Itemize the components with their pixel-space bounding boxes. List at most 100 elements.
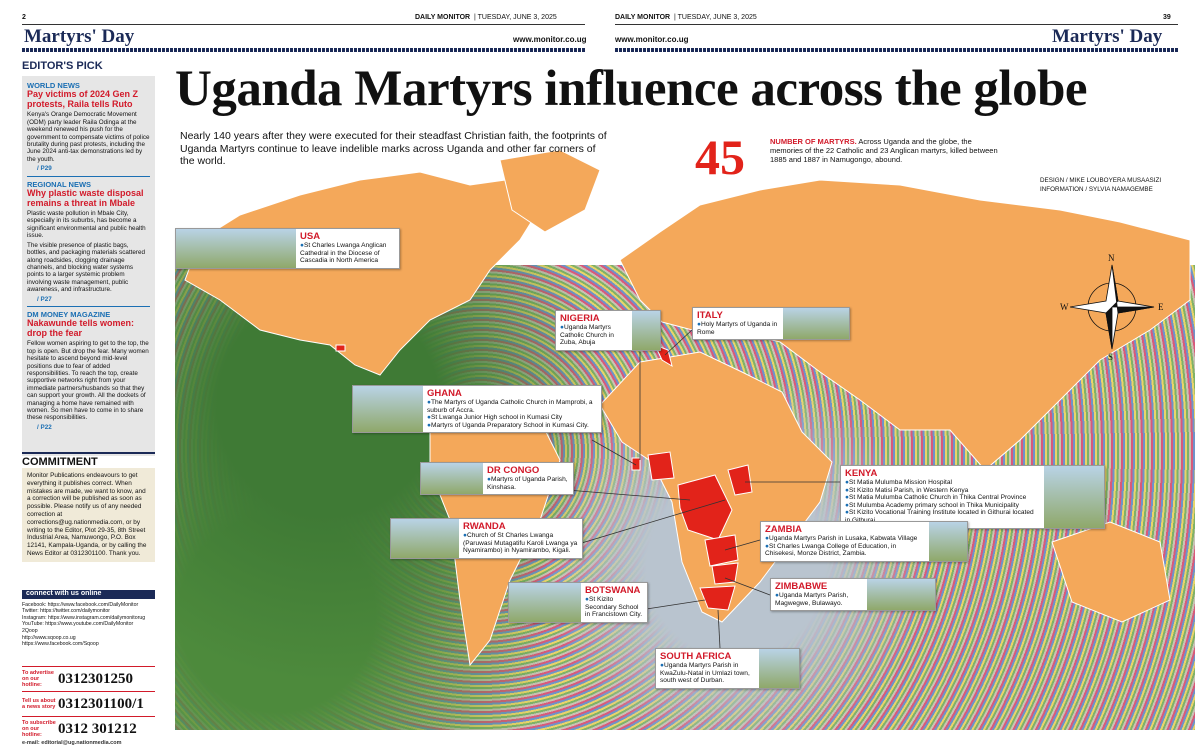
country: ZAMBIA <box>765 524 802 535</box>
compass-label: W <box>1060 302 1069 312</box>
callout-text: DR CONGOMartyrs of Uganda Parish, Kinsha… <box>483 463 573 494</box>
callout-text: ZAMBIAUganda Martyrs Parish in Lusaka, K… <box>761 522 929 561</box>
callout-photo <box>1044 466 1104 528</box>
divider <box>27 175 150 177</box>
editors-pick: WORLD NEWS Pay victims of 2024 Gen Z prot… <box>22 76 155 456</box>
callout-text: GHANAThe Martyrs of Uganda Catholic Chur… <box>423 386 601 432</box>
connect-line: Twitter: https://twitter.com/dailymonito… <box>22 608 110 615</box>
callout-photo <box>421 463 483 495</box>
callout-item: St Matia Mulumba Catholic Church in Thik… <box>845 494 1040 502</box>
callout-item: Holy Martyrs of Uganda in Rome <box>697 321 779 336</box>
pick-body: Kenya's Orange Democratic Movement (ODM)… <box>27 111 150 163</box>
leader-line <box>639 599 706 611</box>
pick-headline: Nakawunde tells women: drop the fear <box>27 318 135 338</box>
section: Martyrs' Day <box>1052 26 1163 47</box>
page-number: 39 <box>1163 14 1171 21</box>
url: www.monitor.co.ug <box>513 35 587 44</box>
callout-item: The Martyrs of Uganda Catholic Church in… <box>427 399 597 414</box>
callout-photo <box>783 308 849 340</box>
country: GHANA <box>427 388 462 399</box>
hotline-number: 0312 301212 <box>58 720 137 737</box>
callout-photo <box>632 311 660 350</box>
connect-line: Instagram: https://www.instagram.com/dai… <box>22 614 146 621</box>
callout-item: Uganda Martyrs Catholic Church in Zuba, … <box>560 324 628 347</box>
highlight <box>631 457 641 471</box>
highlight <box>704 534 739 567</box>
country: ITALY <box>697 310 723 321</box>
callout-item: St Charles Lwanga College of Education, … <box>765 543 925 558</box>
callout-item: Church of St Charles Lwanga (Paruwasi Mu… <box>463 532 578 555</box>
callout-text: RWANDAChurch of St Charles Lwanga (Paruw… <box>459 519 582 558</box>
kicker: REGIONAL NEWS <box>27 179 92 189</box>
hotline-label: To subscribe on our hotline: <box>22 720 56 738</box>
callout-text: ITALYHoly Martyrs of Uganda in Rome <box>693 308 783 339</box>
credit: INFORMATION / SYLVIA NAMAGEMBE <box>1040 186 1153 193</box>
callout-item: Martyrs of Uganda Parish, Kinshasa. <box>487 476 569 491</box>
date: | TUESDAY, JUNE 3, 2025 <box>674 14 757 21</box>
leader-line <box>724 577 771 596</box>
callout-text: USASt Charles Lwanga Anglican Cathedral … <box>296 229 399 268</box>
hotline: To advertise on our hotline: 0312301250 <box>22 666 155 691</box>
country: KENYA <box>845 468 878 479</box>
callout-text: ZIMBABWEUganda Martyrs Parish, Magwegwe,… <box>771 579 867 610</box>
callout: BOTSWANASt Kizito Secondary School in Fr… <box>508 582 648 623</box>
callout-item: St Lwanga Junior High school in Kumasi C… <box>427 414 597 422</box>
country: SOUTH AFRICA <box>660 651 732 662</box>
callout-photo <box>929 522 967 561</box>
connect: connect with us online Facebook: https:/… <box>22 590 155 648</box>
callout-photo <box>353 386 423 433</box>
commitment-body: Monitor Publications endeavours to get e… <box>22 468 155 562</box>
leader-line <box>591 439 637 466</box>
stat-number: 45 <box>695 129 745 185</box>
country: USA <box>300 231 321 242</box>
country: ZIMBABWE <box>775 581 828 592</box>
paper-name: DAILY MONITOR <box>415 14 471 21</box>
callout: ZIMBABWEUganda Martyrs Parish, Magwegwe,… <box>770 578 936 612</box>
stat-text: Across Uganda and the globe, the memorie… <box>770 137 998 164</box>
callout-photo <box>176 229 296 268</box>
pick-body: Fellow women aspiring to get to the top,… <box>27 340 149 422</box>
highlight <box>699 585 736 611</box>
callout-item: St Kizito Secondary School in Francistow… <box>585 596 643 619</box>
north-america <box>184 171 546 376</box>
pick-headline: Pay victims of 2024 Gen Z protests, Rail… <box>27 89 139 109</box>
greenland <box>499 149 601 233</box>
callout-text: NIGERIAUganda Martyrs Catholic Church in… <box>556 311 632 350</box>
email: e-mail: editorial@ug.nationmedia.com <box>22 740 122 746</box>
rule <box>615 24 1178 25</box>
leader-line <box>664 329 693 356</box>
callout-item: St Kizito Matisi Parish, in Western Keny… <box>845 487 1040 495</box>
page-ref: / P22 <box>37 423 52 431</box>
paper-name: DAILY MONITOR <box>615 14 671 21</box>
callout-item: St Kizito Vocational Training Institute … <box>845 509 1040 524</box>
highlight <box>711 562 739 585</box>
connect-line: 2Qoop <box>22 627 38 634</box>
callout-item: Uganda Martyrs Parish, Magwegwe, Bulaway… <box>775 592 863 607</box>
section: Martyrs' Day <box>24 26 135 47</box>
page-number: 2 <box>22 14 26 21</box>
sidebar-heading: EDITOR'S PICK <box>22 60 103 72</box>
callout: USASt Charles Lwanga Anglican Cathedral … <box>175 228 400 269</box>
callout: SOUTH AFRICAUganda Martyrs Parish in Kwa… <box>655 648 800 689</box>
callout-text: BOTSWANASt Kizito Secondary School in Fr… <box>581 583 647 622</box>
callout-text: SOUTH AFRICAUganda Martyrs Parish in Kwa… <box>656 649 759 688</box>
callout: ITALYHoly Martyrs of Uganda in Rome <box>692 307 850 341</box>
rule <box>22 24 585 25</box>
country: DR CONGO <box>487 465 540 476</box>
stat-label: NUMBER OF MARTYRS. <box>770 137 857 146</box>
kicker: DM MONEY MAGAZINE <box>27 309 111 319</box>
callout-item: St Charles Lwanga Anglican Cathedral in … <box>300 242 395 265</box>
hotline-number: 0312301250 <box>58 670 133 687</box>
country: NIGERIA <box>560 313 600 324</box>
country: BOTSWANA <box>585 585 641 596</box>
callout: KENYASt Matia Mulumba Mission HospitalSt… <box>840 465 1105 529</box>
leader-line <box>566 489 691 501</box>
intro: Nearly 140 years after they were execute… <box>180 130 607 167</box>
callout-photo <box>391 519 459 558</box>
leader-line <box>717 609 721 649</box>
page-ref: / P27 <box>37 295 52 303</box>
stat: NUMBER OF MARTYRS. Across Uganda and the… <box>770 137 1000 164</box>
callout-item: Uganda Martyrs Parish in KwaZulu-Natal i… <box>660 662 755 685</box>
